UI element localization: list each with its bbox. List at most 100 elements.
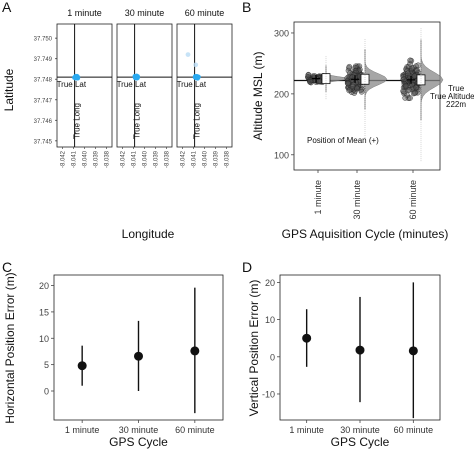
group-2: 30 minute	[344, 39, 388, 220]
true-altitude-label-a: True	[448, 84, 465, 93]
x-tick-label: -8.042	[121, 150, 127, 168]
y-tick-label: 20	[39, 281, 49, 291]
data-point	[358, 88, 365, 95]
y-tick-label: 37.749	[34, 57, 53, 63]
facet-label: 1 minute	[67, 8, 102, 18]
y-axis-title: Latitude	[2, 68, 16, 111]
true-lat-label: True Lat	[57, 80, 87, 89]
x-tick-label: -8.041	[132, 150, 138, 168]
data-point	[353, 67, 360, 74]
facet-label: 60 minute	[185, 8, 225, 18]
x-tick-label: 30 minute	[119, 425, 159, 435]
facet-3: 60 minute True Lat True Long -8.042 -8.041 -8…	[176, 8, 233, 168]
facet-2: 30 minute True Lat True Long -8.042 -8.041 -8…	[117, 8, 173, 168]
data-point	[407, 60, 413, 67]
data-point	[307, 79, 313, 85]
group-3: 60 minute	[400, 28, 444, 220]
data-point	[316, 78, 322, 85]
facet-1: 1 minute True Lat True Long -8.042 -8.041 -8.…	[57, 8, 113, 168]
data-point	[134, 74, 139, 80]
mean-point	[190, 346, 200, 356]
mean-point	[355, 345, 365, 355]
y-tick-label: 10	[39, 334, 49, 344]
y-tick-label: 5	[44, 360, 49, 370]
x-tick-label: 30 minute	[352, 180, 362, 220]
data-point	[414, 67, 421, 74]
x-axis-title: GPS Cycle	[109, 435, 168, 449]
data-point	[405, 70, 411, 77]
plot-frame	[293, 21, 441, 171]
mean-point	[408, 346, 418, 356]
mean-point	[302, 333, 312, 343]
x-tick-label: -8.041	[72, 150, 78, 168]
true-lat-label: True Lat	[117, 80, 147, 89]
data-point	[402, 95, 408, 101]
x-tick-label: 60 minute	[408, 180, 418, 220]
x-tick-label: 60 minute	[394, 425, 434, 435]
data-point	[404, 68, 411, 74]
y-axis-title: Vertical Position Error (m)	[247, 280, 261, 417]
data-point	[415, 62, 422, 69]
x-axis-title: GPS Aquisition Cycle (minutes)	[282, 227, 449, 241]
y-axis-title: Altitude MSL (m)	[251, 52, 265, 141]
y-tick-label: 37.745	[34, 139, 53, 145]
data-point	[73, 74, 78, 79]
data-point	[349, 83, 356, 90]
y-tick-label: 20	[265, 278, 275, 288]
x-tick-label: -8.038	[165, 150, 171, 168]
y-tick-label: 37.747	[34, 98, 53, 104]
data-point	[409, 81, 415, 88]
panel-letter-b: B	[242, 0, 251, 15]
panel-letter-a: A	[2, 0, 12, 15]
x-tick-label: -8.039	[154, 150, 160, 168]
outlier-point	[193, 62, 199, 68]
x-tick-label: -8.039	[214, 150, 220, 168]
x-tick-label: -8.040	[83, 150, 89, 168]
data-point	[357, 66, 363, 73]
y-tick-label: 0	[270, 352, 275, 362]
mean-note: Position of Mean (+)	[307, 136, 379, 145]
x-tick-label: -8.038	[225, 150, 231, 168]
panel-c-horizontal-error-plot: 0 5 10 15 20 Horizontal Position Error (m) GPS…	[3, 272, 224, 449]
y-tick-label: 37.748	[34, 78, 53, 84]
true-lat-label: True Lat	[177, 80, 207, 89]
data-point	[346, 87, 352, 94]
group-1: 1 minute	[305, 56, 349, 215]
x-tick-label: -8.042	[181, 150, 187, 168]
data-point	[407, 95, 413, 101]
true-altitude-label: True Altitude	[430, 92, 474, 101]
mean-point	[77, 361, 87, 371]
data-point	[411, 90, 418, 96]
y-axis-title: Horizontal Position Error (m)	[3, 272, 17, 423]
x-tick-label: -8.040	[203, 150, 209, 168]
x-axis-title: Longitude	[122, 227, 175, 241]
true-altitude-value: 222m	[446, 100, 466, 109]
panel-a-latlong-scatter: 37.750 37.749 37.748 37.747 37.746 37.745 Lati…	[2, 8, 233, 241]
data-point	[345, 80, 351, 87]
data-point	[347, 73, 353, 80]
data-point	[405, 63, 412, 70]
true-long-label: True Long	[133, 103, 142, 139]
y-tick-label: 37.746	[34, 119, 53, 125]
true-long-label: True Long	[193, 103, 202, 139]
data-point	[407, 57, 413, 64]
data-point	[400, 88, 406, 94]
x-tick-label: -8.041	[192, 150, 198, 168]
x-tick-label: -8.038	[105, 150, 111, 168]
y-tick-label: 15	[39, 307, 49, 317]
y-tick-label: -10	[262, 389, 275, 399]
mean-point	[134, 351, 143, 361]
y-tick-label: 37.750	[34, 37, 53, 43]
x-tick-label: -8.040	[143, 150, 149, 168]
x-tick-label: 30 minute	[340, 425, 380, 435]
x-tick-label: 1 minute	[313, 180, 323, 215]
y-tick-label: 10	[265, 315, 275, 325]
data-point	[346, 63, 353, 70]
data-point	[401, 76, 407, 83]
data-point	[352, 63, 359, 70]
data-point	[401, 89, 407, 95]
x-tick-label: -8.039	[94, 150, 100, 168]
data-point	[194, 74, 200, 80]
